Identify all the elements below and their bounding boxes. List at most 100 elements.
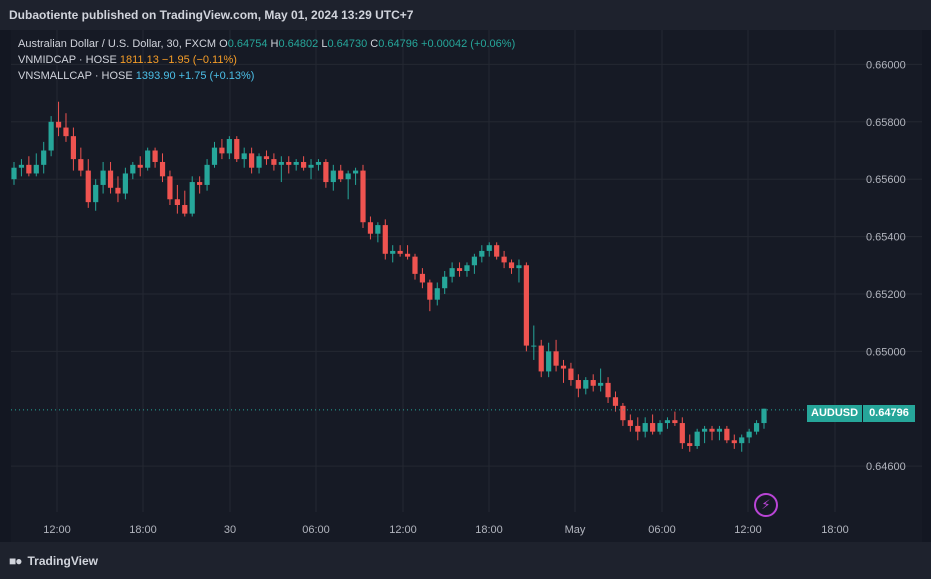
last-price-tag: AUDUSD 0.64796: [807, 405, 915, 422]
candle-body: [412, 256, 418, 274]
candle: [598, 368, 604, 392]
candle: [412, 253, 418, 280]
candle-body: [694, 431, 700, 447]
candle: [479, 245, 485, 263]
candle: [211, 141, 218, 168]
plot-area[interactable]: [11, 30, 922, 542]
candle: [560, 359, 567, 383]
candle-body: [256, 156, 262, 168]
candle-body: [63, 127, 69, 137]
candle-body: [375, 225, 381, 234]
candle: [605, 377, 611, 403]
y-tick-label: 0.65400: [866, 232, 906, 244]
candle: [731, 434, 737, 449]
candle: [315, 159, 322, 171]
x-tick-label: 12:00: [389, 524, 417, 536]
y-tick-label: 0.64600: [866, 461, 906, 473]
candle-body: [26, 164, 32, 174]
candle-body: [122, 173, 128, 194]
legend-vnsmallcap[interactable]: VNSMALLCAP · HOSE 1393.90 +1.75 (+0.13%): [18, 68, 515, 84]
tradingview-logo[interactable]: ■● TradingView: [9, 554, 98, 568]
candle: [531, 325, 537, 360]
candle: [434, 282, 440, 306]
candle-body: [107, 170, 114, 188]
candle: [449, 262, 455, 283]
legend-close-label: C: [370, 38, 379, 50]
legend-main[interactable]: Australian Dollar / U.S. Dollar, 30, FXC…: [18, 36, 515, 52]
candle: [612, 391, 619, 412]
x-tick-label: May: [565, 524, 586, 536]
candle: [130, 161, 136, 180]
legend-close-value: 0.64796: [378, 38, 418, 50]
candle: [501, 250, 507, 269]
candle: [278, 156, 284, 183]
candle-body: [538, 345, 544, 372]
candle-body: [560, 365, 567, 369]
candle-body: [41, 150, 47, 165]
candle-body: [55, 121, 62, 128]
candle-body: [516, 265, 522, 269]
candle-body: [724, 428, 730, 441]
candle: [33, 153, 39, 177]
candle: [523, 262, 529, 352]
legend-vnmidcap[interactable]: VNMIDCAP · HOSE 1811.13 −1.95 (−0.11%): [18, 52, 515, 68]
candle: [48, 116, 54, 157]
candles: [11, 101, 767, 452]
x-tick-label: 18:00: [821, 524, 849, 536]
legend-low-label: L: [321, 38, 328, 50]
candle-body: [523, 265, 529, 346]
candle-body: [48, 121, 54, 151]
legend-vnsmallcap-change: +1.75 (+0.13%): [178, 70, 255, 82]
candle: [687, 434, 693, 452]
candle-body: [271, 159, 277, 165]
candle: [145, 147, 151, 171]
candle: [338, 164, 344, 183]
candle: [724, 425, 730, 444]
candle: [583, 377, 589, 395]
candle-body: [642, 423, 648, 432]
candle: [546, 342, 552, 378]
price-tag-symbol: AUDUSD: [807, 405, 864, 422]
candle-body: [627, 420, 633, 426]
candle-body: [204, 164, 210, 185]
candle: [107, 161, 114, 194]
candle-body: [390, 250, 396, 254]
candle: [694, 428, 700, 449]
candle: [664, 417, 671, 429]
candle: [11, 161, 17, 185]
candle-body: [419, 273, 426, 283]
grid-lines: [11, 30, 922, 512]
x-tick-label: 12:00: [734, 524, 762, 536]
candle: [167, 170, 173, 206]
candle-body: [731, 440, 737, 444]
legend-open-value: 0.64754: [227, 38, 268, 50]
footer-bar: ■● TradingView: [0, 542, 931, 579]
legend-vnmidcap-label: VNMIDCAP · HOSE: [18, 54, 117, 66]
candle-body: [33, 164, 39, 174]
candle-body: [226, 139, 232, 154]
candle: [63, 113, 69, 142]
candle-body: [753, 423, 760, 432]
tradingview-logo-icon: ■●: [9, 554, 22, 568]
candle-body: [249, 153, 255, 168]
x-tick-label: 06:00: [302, 524, 330, 536]
candle-body: [620, 405, 626, 421]
candle-body: [115, 187, 121, 194]
candle: [442, 271, 448, 294]
lightning-icon[interactable]: ⚡: [754, 493, 778, 517]
candle: [471, 253, 477, 274]
candle: [263, 150, 270, 165]
candle-body: [367, 222, 374, 234]
candle: [197, 176, 203, 194]
candle: [397, 245, 403, 257]
candle-body: [70, 136, 77, 160]
candle-body: [404, 253, 411, 257]
candle: [701, 425, 708, 444]
candle: [189, 176, 195, 217]
candle: [85, 159, 91, 208]
candle-body: [308, 164, 314, 168]
legend-vnmidcap-change: −1.95 (−0.11%): [161, 54, 237, 66]
x-tick-label: 12:00: [43, 524, 71, 536]
candle: [249, 147, 255, 174]
